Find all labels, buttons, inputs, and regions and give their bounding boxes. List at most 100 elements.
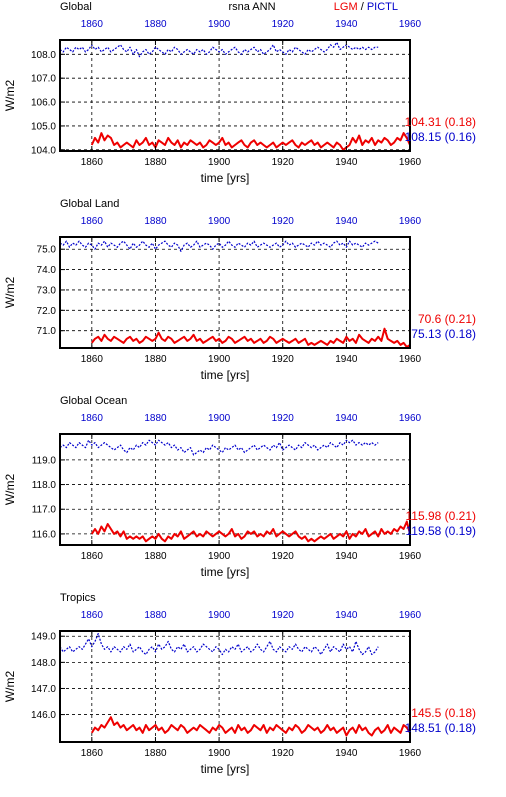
panel-3: Tropics 1860 1860 1880 1880 1900 1900 1920 1920 1… [3, 592, 476, 776]
panel-0: Global 1860 1860 1880 1880 1900 1900 1920 1920 19… [3, 1, 476, 185]
x-tick-label-top: 1940 [335, 216, 358, 227]
x-tick-label-top: 1940 [335, 610, 358, 621]
y-axis-label: W/m2 [3, 80, 17, 112]
x-tick-label: 1960 [399, 551, 422, 562]
stat-lgm: 104.31 (0.18) [405, 115, 476, 129]
x-tick-label: 1860 [81, 157, 104, 168]
x-tick-label: 1920 [272, 748, 295, 759]
stat-pictl: 148.51 (0.18) [405, 721, 476, 735]
stat-lgm: 145.5 (0.18) [411, 706, 476, 720]
x-tick-label: 1860 [81, 354, 104, 365]
x-tick-label: 1880 [144, 551, 167, 562]
y-tick-label: 117.0 [32, 505, 57, 516]
x-tick-label: 1880 [144, 748, 167, 759]
series-lgm [91, 327, 411, 348]
x-tick-label-top: 1960 [399, 216, 422, 227]
x-tick-label: 1860 [81, 748, 104, 759]
x-tick-label-top: 1900 [208, 216, 231, 227]
x-tick-label: 1940 [335, 551, 358, 562]
y-tick-label: 148.0 [31, 658, 56, 669]
y-tick-label: 105.0 [31, 121, 56, 132]
x-tick-label: 1900 [208, 157, 231, 168]
panel-title: Global [60, 1, 92, 13]
x-axis-label: time [yrs] [201, 368, 250, 382]
panel-title: Global Ocean [60, 395, 127, 407]
x-tick-label-top: 1960 [399, 610, 422, 621]
x-tick-label: 1960 [399, 748, 422, 759]
y-axis-label: W/m2 [3, 474, 17, 506]
x-tick-label: 1940 [335, 748, 358, 759]
x-tick-label-top: 1860 [81, 413, 104, 424]
legend-separator: / [358, 1, 367, 13]
plot-frame [59, 433, 411, 546]
x-tick-label-top: 1920 [272, 19, 295, 30]
x-tick-label: 1880 [144, 157, 167, 168]
x-tick-label-top: 1960 [399, 413, 422, 424]
y-tick-label: 104.0 [31, 145, 56, 156]
grid [60, 40, 410, 151]
x-tick-label-top: 1880 [144, 413, 167, 424]
stat-pictl: 119.58 (0.19) [406, 524, 477, 538]
x-tick-label-top: 1940 [335, 19, 358, 30]
legend-pictl: PICTL [367, 1, 398, 13]
x-tick-label-top: 1900 [208, 610, 231, 621]
x-tick-label-top: 1880 [144, 216, 167, 227]
series-lgm [90, 132, 411, 151]
x-tick-label-top: 1900 [208, 413, 231, 424]
x-tick-label: 1900 [208, 354, 231, 365]
series-lgm [90, 716, 411, 737]
x-tick-label-top: 1860 [81, 610, 104, 621]
x-tick-label: 1920 [272, 354, 295, 365]
y-tick-label: 118.0 [32, 480, 57, 491]
x-tick-label-top: 1860 [81, 216, 104, 227]
panel-2: Global Ocean 1860 1860 1880 1880 1900 1900 1920… [3, 395, 476, 579]
x-tick-label: 1880 [144, 354, 167, 365]
x-tick-label: 1960 [399, 157, 422, 168]
y-axis-label: W/m2 [3, 671, 17, 703]
x-tick-label: 1900 [208, 551, 231, 562]
x-tick-label-top: 1960 [399, 19, 422, 30]
x-tick-label-top: 1920 [272, 413, 295, 424]
x-tick-label-top: 1940 [335, 413, 358, 424]
y-tick-label: 72.0 [37, 306, 57, 317]
y-tick-label: 116.0 [32, 529, 57, 540]
x-axis-label: time [yrs] [201, 171, 250, 185]
y-tick-label: 108.0 [31, 50, 56, 61]
y-tick-label: 107.0 [31, 74, 56, 85]
y-tick-label: 119.0 [32, 455, 57, 466]
y-tick-label: 75.0 [37, 245, 57, 256]
x-axis-label: time [yrs] [201, 565, 250, 579]
header-legend: LGM / PICTL [334, 1, 398, 13]
grid [60, 434, 410, 545]
plot-frame [59, 236, 411, 349]
x-tick-label: 1940 [335, 354, 358, 365]
series-pictl [59, 41, 379, 58]
y-tick-label: 71.0 [37, 326, 57, 337]
x-tick-label: 1940 [335, 157, 358, 168]
series-lgm [90, 520, 411, 543]
grid [60, 631, 410, 742]
y-tick-label: 147.0 [31, 684, 56, 695]
x-tick-label-top: 1920 [272, 216, 295, 227]
x-tick-label-top: 1880 [144, 610, 167, 621]
series-pictl [59, 439, 379, 456]
x-tick-label: 1960 [399, 354, 422, 365]
x-tick-label-top: 1860 [81, 19, 104, 30]
y-tick-label: 74.0 [37, 265, 57, 276]
x-axis-label: time [yrs] [201, 762, 250, 776]
grid [60, 237, 410, 348]
series-pictl [59, 632, 379, 656]
x-tick-label: 1920 [272, 157, 295, 168]
x-tick-label: 1900 [208, 748, 231, 759]
stat-lgm: 70.6 (0.21) [418, 312, 476, 326]
stat-pictl: 75.13 (0.18) [411, 327, 476, 341]
panel-1: Global Land 1860 1860 1880 1880 1900 1900 1920 1… [3, 198, 476, 382]
plot-frame [59, 630, 411, 743]
panel-title: Tropics [60, 592, 96, 604]
panel-title: Global Land [60, 198, 119, 210]
x-tick-label: 1860 [81, 551, 104, 562]
x-tick-label: 1920 [272, 551, 295, 562]
y-tick-label: 106.0 [31, 98, 56, 109]
y-axis-label: W/m2 [3, 277, 17, 309]
